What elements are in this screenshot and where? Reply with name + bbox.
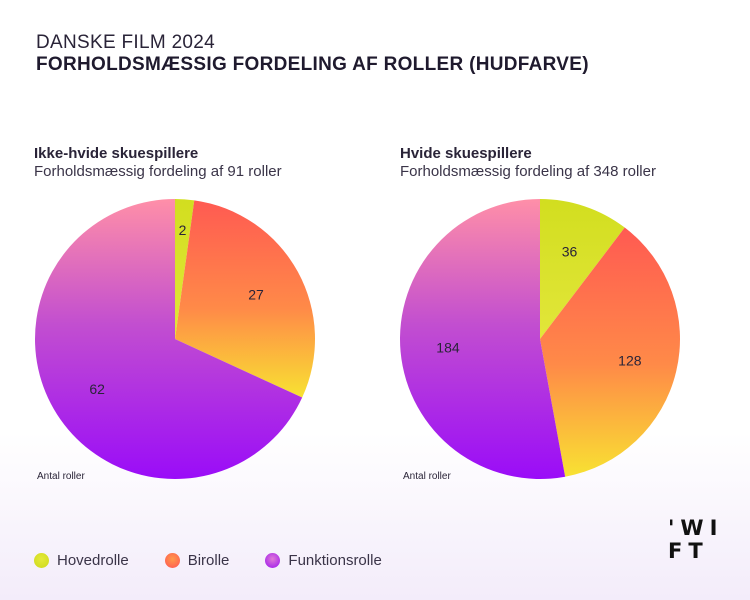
logo-line-1: 'WI — [668, 516, 724, 540]
pie-1-label-funktionsrolle: 62 — [89, 381, 105, 397]
pie-2-slice-funktionsrolle — [399, 199, 566, 479]
legend-item-hovedrolle: Hovedrolle — [34, 552, 129, 569]
pie-2: 36 128 184 — [399, 199, 681, 479]
pie-1-label-hovedrolle: 2 — [179, 222, 187, 238]
pie-1-slice-hovedrolle — [175, 199, 195, 339]
legend-label-hovedrolle: Hovedrolle — [57, 552, 129, 569]
legend-item-birolle: Birolle — [164, 552, 230, 569]
pie-1-heading: Ikke-hvide skuespillere Forholdsmæssig f… — [34, 145, 282, 181]
pie-1-slice-funktionsrolle — [35, 199, 303, 479]
pie-2-slice-birolle — [540, 227, 681, 477]
pie-1-slice-birolle — [175, 200, 315, 398]
pie-2-heading: Hvide skuespillere Forholdsmæssig fordel… — [400, 145, 656, 181]
legend-label-funktionsrolle: Funktionsrolle — [288, 552, 382, 569]
pie-1-note: Antal roller — [37, 471, 85, 482]
pie-2-label-hovedrolle: 36 — [562, 243, 578, 259]
legend-label-birolle: Birolle — [187, 552, 230, 569]
pie-2-note: Antal roller — [403, 471, 451, 482]
legend-swatch-funktionsrolle — [265, 553, 281, 568]
legend: Hovedrolle Birolle Funktionsrolle — [34, 552, 382, 569]
pie-1-subtitle: Forholdsmæssig fordeling af 91 roller — [34, 163, 282, 180]
pie-2-label-funktionsrolle: 184 — [436, 339, 460, 355]
pie-1-label-birolle: 27 — [248, 287, 264, 303]
header-title: FORHOLDSMÆSSIG FORDELING AF ROLLER (HUDF… — [36, 54, 589, 75]
pie-2-title: Hvide skuespillere — [400, 145, 532, 162]
logo-line-2: FT — [668, 539, 709, 563]
chart-header: DANSKE FILM 2024 FORHOLDSMÆSSIG FORDELIN… — [36, 32, 589, 76]
pie-2-label-birolle: 128 — [618, 352, 642, 368]
pie-2-slice-hovedrolle — [540, 199, 625, 339]
pie-1-title: Ikke-hvide skuespillere — [34, 145, 199, 162]
header-kicker: DANSKE FILM 2024 — [36, 32, 216, 53]
pie-2-subtitle: Forholdsmæssig fordeling af 348 roller — [400, 163, 656, 180]
legend-item-funktionsrolle: Funktionsrolle — [265, 552, 382, 569]
legend-swatch-hovedrolle — [34, 553, 49, 568]
pie-1: 2 27 62 — [35, 199, 315, 479]
legend-swatch-birolle — [164, 553, 180, 568]
wift-logo: 'WI FT — [668, 517, 718, 563]
